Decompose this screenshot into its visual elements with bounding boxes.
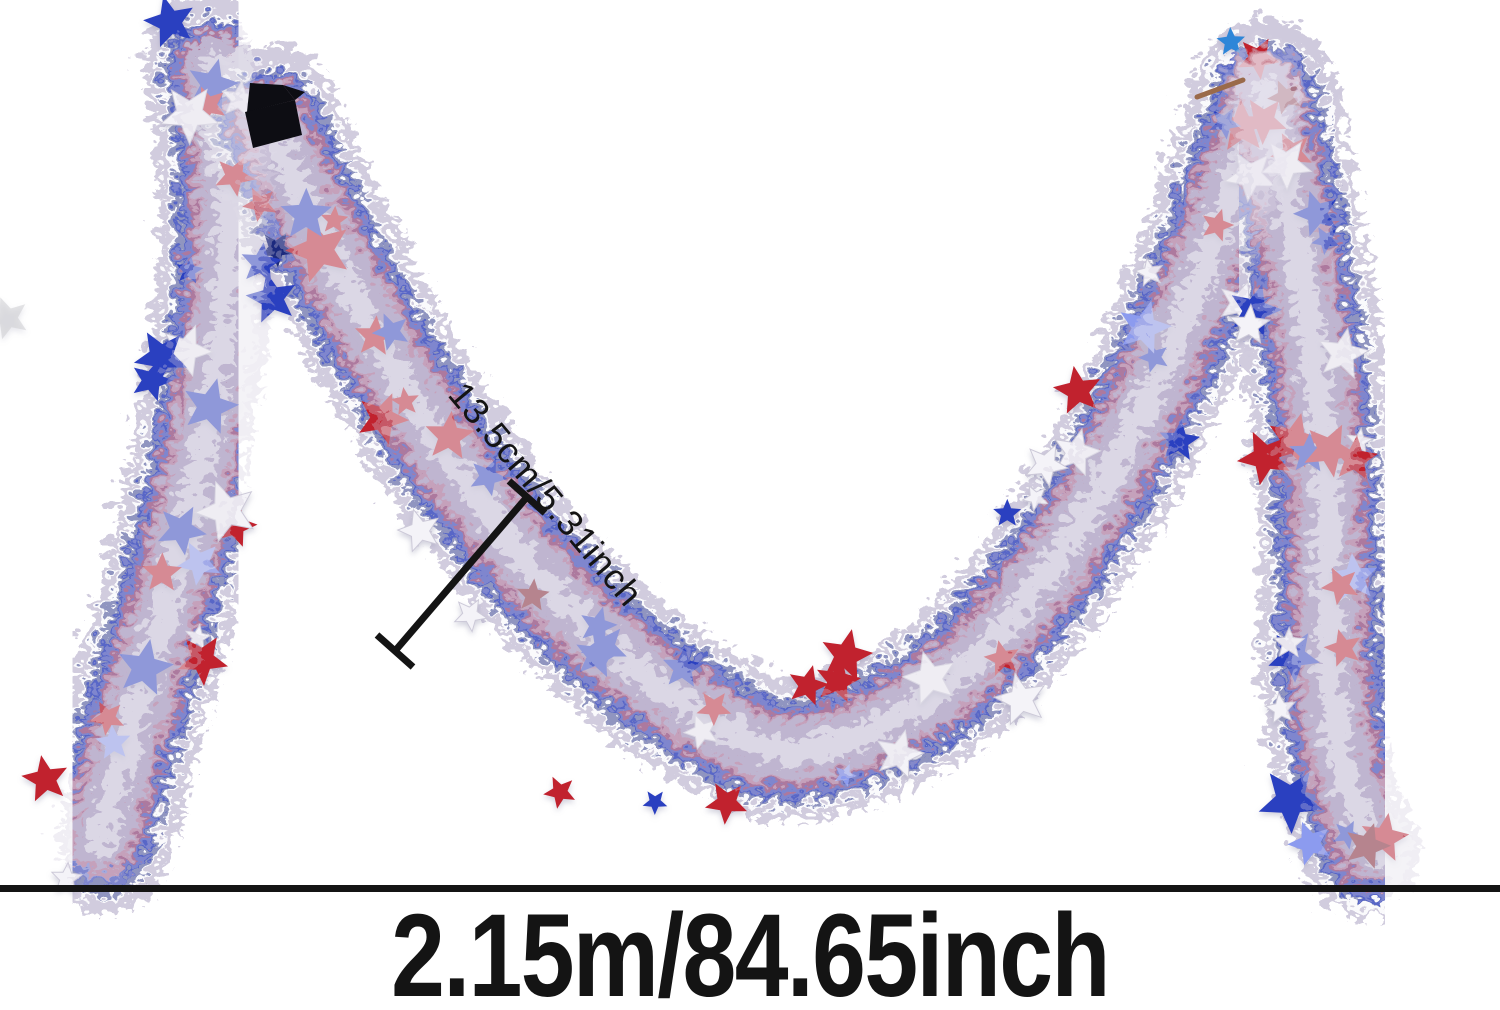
star-icon <box>642 791 668 815</box>
star-icon <box>1258 772 1323 834</box>
length-measure-line <box>0 885 1500 892</box>
star-icon <box>543 776 575 809</box>
star-icon <box>396 508 439 553</box>
length-measurement-label: 2.15m/84.65inch <box>391 890 1110 1010</box>
star-icon <box>21 755 67 802</box>
width-measure-marker <box>374 478 548 670</box>
star-icon <box>822 629 874 681</box>
star-icon <box>453 598 489 633</box>
measure-main-line <box>392 494 530 654</box>
measure-cap-bottom <box>374 632 416 670</box>
star-icon <box>178 637 228 686</box>
garland-wire-tip <box>1194 77 1246 100</box>
measure-cap-top <box>506 478 548 516</box>
star-icon <box>1159 419 1201 460</box>
star-icon <box>993 498 1022 526</box>
star-icon <box>0 297 27 340</box>
star-icon <box>245 272 296 323</box>
star-icon <box>133 360 174 402</box>
star-icon <box>992 672 1046 726</box>
garland-end-clip <box>245 83 305 148</box>
star-icon <box>704 783 748 825</box>
